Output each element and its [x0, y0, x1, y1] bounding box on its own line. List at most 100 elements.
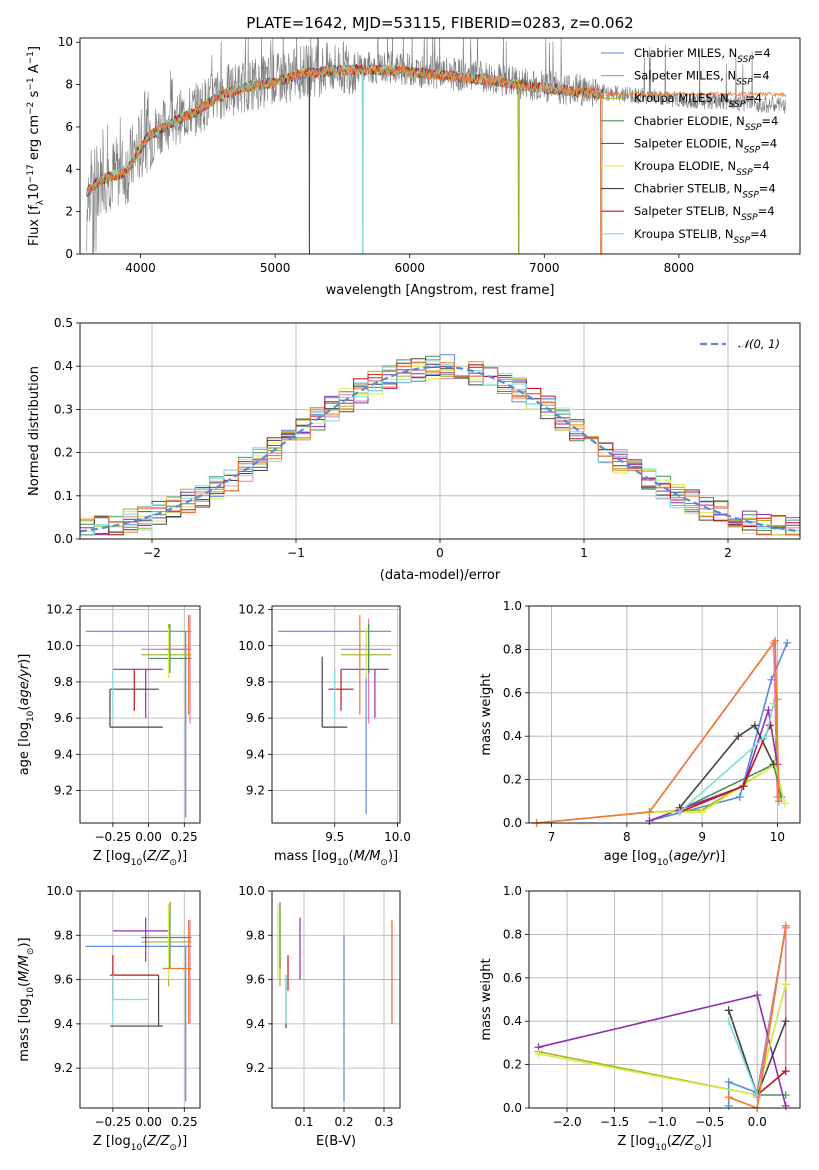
- legend-label-part: SSP: [742, 191, 759, 201]
- x-axis-label-part: Z/Z: [146, 1134, 170, 1149]
- y-tick-label: 10: [58, 35, 73, 49]
- x-tick-label: −2.0: [552, 1115, 581, 1129]
- legend-label-part: Salpeter STELIB, N: [634, 204, 741, 218]
- y-axis-label: mass weight: [479, 958, 494, 1040]
- x-axis-label-part: ⊙: [169, 1143, 177, 1153]
- x-axis-label-part: 10: [131, 858, 143, 868]
- y-axis-label-part: M/M: [17, 955, 32, 982]
- y-axis-label: mass weight: [479, 673, 494, 755]
- y-tick-label: 0.3: [54, 402, 73, 416]
- legend-label-part: SSP: [734, 236, 751, 246]
- axes-frame: [528, 890, 801, 1109]
- y-tick-label: 0.2: [503, 773, 522, 787]
- y-tick-label: 0: [65, 247, 73, 261]
- x-tick-label: 4000: [125, 261, 156, 275]
- y-tick-label: 10.2: [238, 603, 265, 617]
- mass-weight-series-line: [678, 724, 775, 809]
- y-tick-label: 9.4: [54, 1017, 73, 1031]
- x-tick-label: −0.25: [94, 1115, 131, 1129]
- y-axis-label-part: )]: [17, 937, 32, 947]
- x-tick-label: −2: [143, 546, 161, 560]
- y-axis-label-part: ⊙: [26, 948, 36, 956]
- y-tick-label: 1.0: [503, 599, 522, 613]
- y-tick-label: 10.0: [238, 639, 265, 653]
- x-axis-label: Z [log10(Z/Z⊙)]: [93, 1134, 187, 1153]
- y-axis-label-part: λ: [36, 199, 46, 205]
- y-axis-label-part: age [log: [17, 722, 32, 775]
- x-tick-label: 9: [698, 830, 706, 844]
- x-axis-label-part: age/yr: [673, 849, 716, 864]
- y-axis-label: age [log10(age/yr)]: [17, 654, 36, 776]
- x-tick-label: −1.0: [648, 1115, 677, 1129]
- legend-label-part: =4: [750, 227, 767, 241]
- y-tick-label: 0.2: [503, 1058, 522, 1072]
- axes-frame: [79, 605, 201, 824]
- legend-label-part: Kroupa STELIB, N: [634, 227, 734, 241]
- x-tick-label: 0.00: [135, 830, 162, 844]
- legend-label-part: =4: [753, 69, 770, 83]
- x-axis-label-part: mass [log: [274, 849, 337, 864]
- y-axis-label-part: A: [27, 64, 42, 77]
- mass-weight-vs-metallicity-panel: −2.0 −1.5 −1.0 −0.5 0.0 0.0 0.2 0.4 0.6 0.8 1.0 Z […: [479, 884, 801, 1153]
- x-axis-label-part: 10: [655, 1143, 667, 1153]
- legend-label-part: SSP: [744, 145, 761, 155]
- y-tick-label: 9.2: [246, 783, 265, 797]
- y-tick-label: 10.0: [46, 884, 73, 898]
- x-tick-label: 2: [724, 546, 732, 560]
- x-tick-label: 0.3: [374, 1115, 393, 1129]
- y-tick-label: 1.0: [503, 884, 522, 898]
- mass-weight-series-line: [727, 1020, 758, 1096]
- legend-label: Chabrier MILES, NSSP=4: [634, 46, 771, 65]
- spectrum-legend: Chabrier MILES, NSSP=4 Salpeter MILES, N S…: [601, 46, 778, 246]
- x-tick-label: 7000: [529, 261, 560, 275]
- y-tick-label: 9.4: [54, 747, 73, 761]
- x-axis-label-part: (: [667, 1134, 672, 1149]
- x-axis-label-part: ⊙: [694, 1143, 702, 1153]
- x-tick-label: 1: [580, 546, 588, 560]
- y-tick-label: 2: [65, 205, 73, 219]
- x-tick-label: 0.25: [171, 830, 198, 844]
- age-vs-metallicity-panel: −0.25 0.00 0.259.29.49.69.810.010.2Z [log1…: [17, 603, 201, 868]
- x-tick-label: −1.5: [600, 1115, 629, 1129]
- x-tick-label: 7: [548, 830, 556, 844]
- x-axis-label-part: )]: [177, 849, 187, 864]
- y-tick-label: 0.0: [503, 816, 522, 830]
- y-tick-label: 4: [65, 162, 73, 176]
- x-tick-label: 0.25: [171, 1115, 198, 1129]
- y-tick-label: 0.5: [54, 316, 73, 330]
- y-axis-label-part: (: [17, 982, 32, 987]
- x-tick-label: 6000: [394, 261, 425, 275]
- y-axis-label: Normed distribution: [27, 366, 42, 496]
- legend-label-part: Salpeter MILES, N: [634, 69, 736, 83]
- x-axis-label-part: ⊙: [169, 858, 177, 868]
- histogram-lines: [80, 354, 800, 536]
- legend-label-part: =4: [761, 114, 778, 128]
- x-axis-label-part: 10: [657, 858, 669, 868]
- normal-distribution-curve: [80, 365, 800, 533]
- mass-weight-series-line: [536, 638, 780, 824]
- x-axis-label-part: (: [349, 849, 354, 864]
- figure-title: PLATE=1642, MJD=53115, FIBERID=0283, z=0…: [246, 14, 633, 32]
- axes-frame: [271, 890, 401, 1109]
- y-axis-label-part: )]: [17, 654, 32, 664]
- y-axis-label-part: 10: [26, 710, 36, 722]
- axes-frame: [79, 890, 201, 1109]
- axes-frame: [79, 37, 801, 255]
- mass-vs-extinction-panel: 0.1 0.2 0.3 9.2 9.4 9.6 9.8 10.0 E(B-V): [238, 884, 401, 1149]
- x-axis-label-part: E(B-V): [316, 1134, 356, 1149]
- mass-weight-series-line: [536, 640, 779, 824]
- y-axis-label-part: erg cm: [27, 115, 42, 164]
- y-axis-label-part: −2: [26, 102, 36, 115]
- y-tick-label: 0.1: [54, 489, 73, 503]
- y-axis-label-part: age/yr: [17, 662, 32, 705]
- x-tick-label: 8000: [664, 261, 695, 275]
- y-axis-label-part: Flux [f: [27, 205, 42, 246]
- x-axis-label: wavelength [Angstrom, rest frame]: [326, 283, 555, 298]
- legend-label: Salpeter ELODIE, NSSP=4: [634, 136, 777, 155]
- legend-label-part: =4: [758, 204, 775, 218]
- legend-label-part: SSP: [741, 213, 758, 223]
- legend-label-part: Chabrier ELODIE, N: [634, 114, 745, 128]
- x-axis-label-part: )]: [702, 1134, 712, 1149]
- x-tick-label: 5000: [260, 261, 291, 275]
